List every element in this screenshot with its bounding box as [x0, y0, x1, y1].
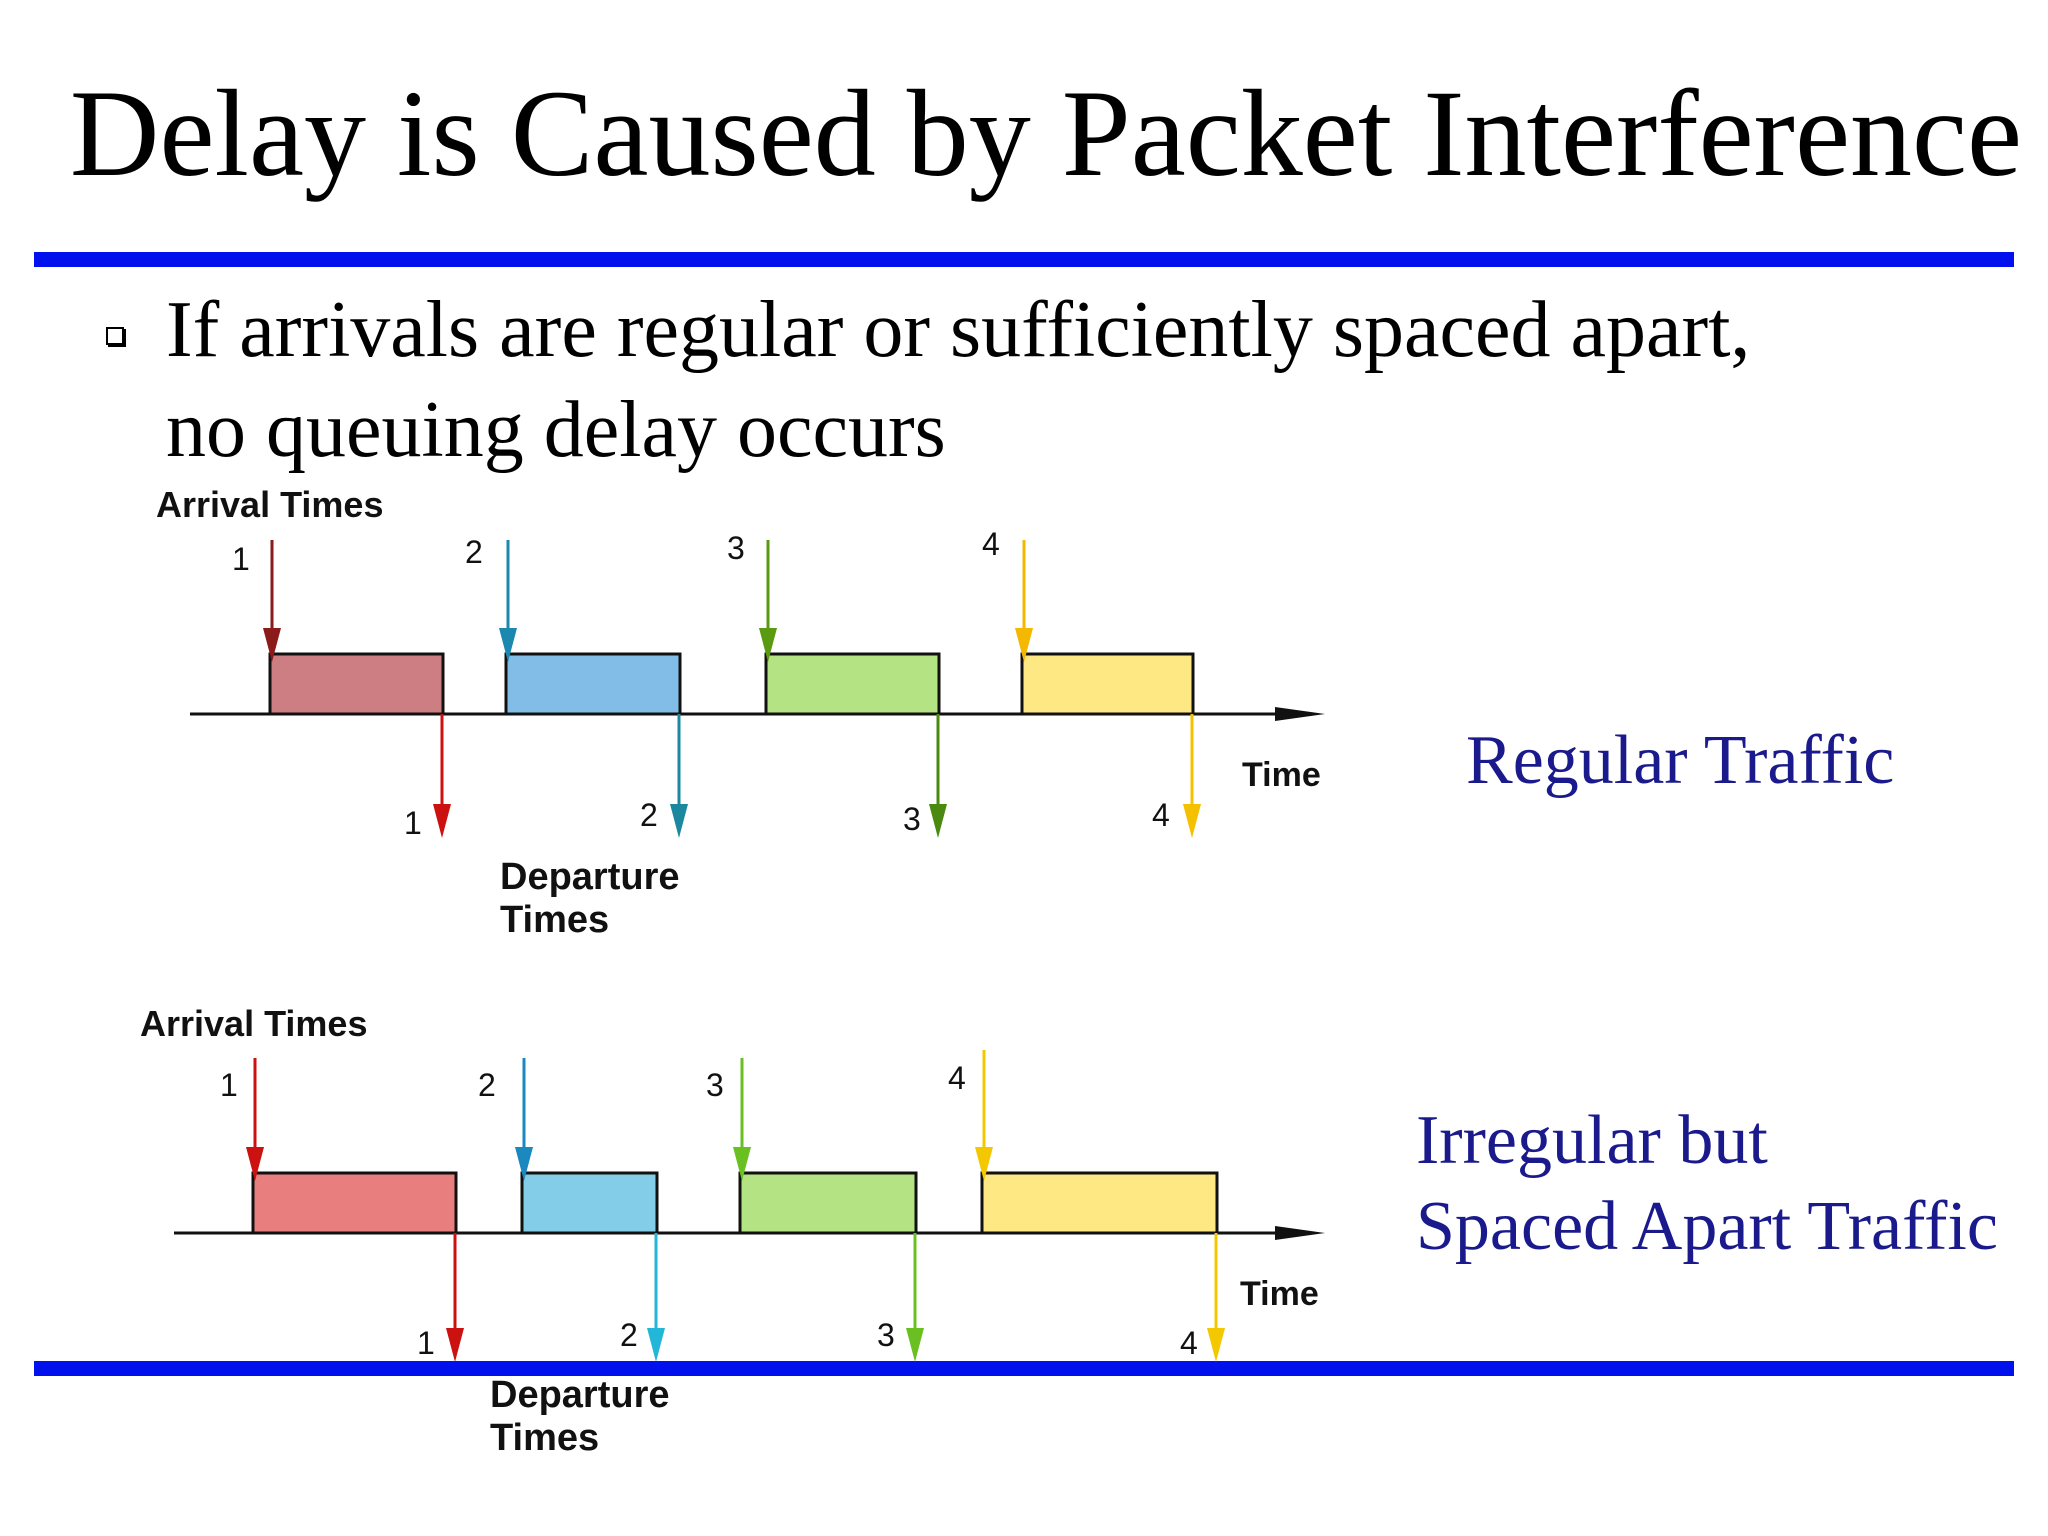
departure-number-3: 3 [903, 801, 921, 837]
packet-1: 11 [232, 540, 451, 841]
departure-number-2: 2 [620, 1317, 638, 1353]
departure-arrow-2 [647, 1233, 665, 1362]
departure-arrow-1 [433, 714, 451, 838]
arrival-arrow-3 [733, 1058, 751, 1181]
slide-title: Delay is Caused by Packet Interference [69, 65, 2023, 202]
departure-number-4: 4 [1180, 1325, 1198, 1361]
time-axis-arrowhead [1275, 1226, 1325, 1240]
packet-box-4 [980, 1171, 1219, 1235]
departure-arrow-3-head [929, 804, 947, 838]
arrival-number-3: 3 [727, 530, 745, 566]
arrival-arrow-1-head [263, 628, 281, 662]
caption-irregular-traffic: Irregular but Spaced Apart Traffic [1416, 1098, 1998, 1270]
departure-arrow-4 [1183, 714, 1201, 838]
arrival-number-1: 1 [232, 541, 250, 577]
arrival-number-2: 2 [478, 1067, 496, 1103]
arrival-arrow-1-head [246, 1147, 264, 1181]
bottom-divider [34, 1361, 2014, 1376]
packet-2: 22 [465, 534, 688, 838]
bullet-square-icon [106, 327, 124, 345]
time-axis-arrowhead [1275, 707, 1325, 721]
arrival-arrow-3 [759, 540, 777, 662]
departure-arrow-4 [1207, 1233, 1225, 1362]
departure-arrow-1 [446, 1233, 464, 1362]
departure-arrow-3-head [906, 1328, 924, 1362]
departure-arrow-3 [929, 714, 947, 838]
arrival-arrow-4 [1015, 540, 1033, 662]
packet-box-2 [504, 652, 682, 716]
arrival-number-3: 3 [706, 1067, 724, 1103]
arrival-number-2: 2 [465, 534, 483, 570]
packet-2: 22 [478, 1058, 665, 1362]
packet-box-3 [764, 652, 941, 716]
arrival-arrow-2-head [499, 628, 517, 662]
arrival-times-label: Arrival Times [156, 484, 383, 525]
bullet-line-1: If arrivals are regular or sufficiently … [166, 286, 1751, 374]
caption-regular-traffic: Regular Traffic [1466, 718, 1894, 804]
departure-arrow-2-head [647, 1328, 665, 1362]
arrival-number-1: 1 [220, 1067, 238, 1103]
departure-arrow-3 [906, 1233, 924, 1362]
packet-box-2 [520, 1171, 659, 1235]
packet-box-4 [1020, 652, 1195, 716]
departure-arrow-2 [670, 714, 688, 838]
departure-times-label-line-1: Departure [490, 1374, 670, 1416]
departure-number-1: 1 [417, 1325, 435, 1361]
departure-arrow-2-head [670, 804, 688, 838]
packet-box-1 [251, 1171, 458, 1235]
arrival-arrow-1 [263, 540, 281, 662]
departure-arrow-1-head [446, 1328, 464, 1362]
top-divider [34, 252, 2014, 267]
arrival-arrow-4 [975, 1050, 993, 1181]
departure-arrow-4-head [1183, 804, 1201, 838]
bullet-text: If arrivals are regular or sufficiently … [166, 280, 1966, 480]
departure-arrow-4-head [1207, 1328, 1225, 1362]
arrival-arrow-1 [246, 1058, 264, 1181]
arrival-number-4: 4 [948, 1060, 966, 1096]
packet-4: 44 [948, 1050, 1225, 1362]
caption-regular-text: Regular Traffic [1466, 722, 1895, 799]
time-axis-label: Time [1242, 756, 1321, 794]
departure-number-3: 3 [877, 1317, 895, 1353]
departure-times-label-line-2: Times [490, 1417, 599, 1459]
caption-irregular-line-2: Spaced Apart Traffic [1416, 1188, 1998, 1265]
departure-times-label-line-2: Times [500, 899, 609, 941]
packet-1: 11 [220, 1058, 464, 1362]
packet-3: 33 [727, 530, 947, 838]
arrival-arrow-3-head [733, 1147, 751, 1181]
arrival-arrow-3-head [759, 628, 777, 662]
arrival-arrow-4-head [1015, 628, 1033, 662]
packet-box-3 [738, 1171, 918, 1235]
packet-box-1 [268, 652, 445, 716]
departure-times-label-line-1: Departure [500, 856, 680, 898]
departure-number-2: 2 [640, 797, 658, 833]
arrival-arrow-2 [515, 1058, 533, 1181]
arrival-number-4: 4 [982, 526, 1000, 562]
packet-4: 44 [982, 526, 1201, 838]
packet-3: 33 [706, 1058, 924, 1362]
arrival-arrow-2 [499, 540, 517, 662]
arrival-arrow-2-head [515, 1147, 533, 1181]
departure-number-1: 1 [404, 805, 422, 841]
caption-irregular-line-1: Irregular but [1416, 1102, 1768, 1179]
arrival-arrow-4-head [975, 1147, 993, 1181]
time-axis-label: Time [1240, 1275, 1319, 1313]
bullet-line-2: no queuing delay occurs [166, 386, 946, 474]
arrival-times-label: Arrival Times [140, 1003, 367, 1044]
departure-number-4: 4 [1152, 797, 1170, 833]
departure-arrow-1-head [433, 804, 451, 838]
